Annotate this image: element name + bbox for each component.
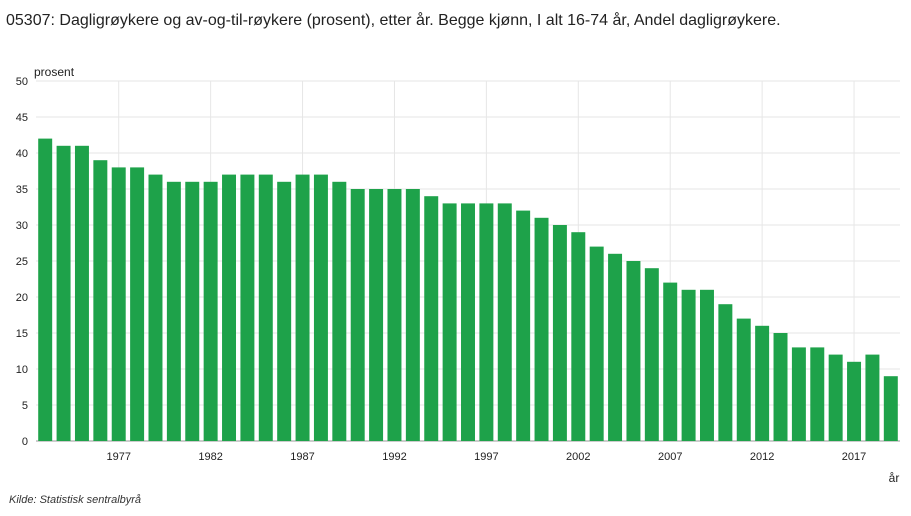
y-tick-label: 10: [16, 364, 28, 376]
x-axis-label: år: [889, 471, 900, 485]
y-tick-label: 25: [16, 256, 28, 268]
y-axis-label: prosent: [34, 65, 75, 79]
y-tick-label: 20: [16, 292, 28, 304]
bar-2011: [736, 318, 751, 441]
bar-2015: [810, 347, 825, 441]
y-tick-label: 5: [22, 400, 28, 412]
source-note: Kilde: Statistisk sentralbyrå: [9, 494, 142, 506]
y-tick-label: 35: [16, 184, 28, 196]
bar-2007: [663, 282, 678, 441]
y-axis: 0 5 10 15 20 25 30 35 40 45 50: [16, 76, 28, 448]
bar-2003: [589, 246, 604, 441]
x-tick-label: 1997: [474, 451, 498, 463]
bar-1975: [74, 145, 89, 442]
y-tick-label: 50: [16, 76, 28, 88]
bar-1978: [130, 167, 145, 441]
bar-1998: [497, 203, 512, 441]
y-tick-label: 45: [16, 112, 28, 124]
bar-1984: [240, 174, 255, 441]
bar-2014: [791, 347, 806, 441]
bar-2016: [828, 354, 843, 441]
bar-2018: [865, 354, 880, 441]
x-tick-label: 2012: [750, 451, 774, 463]
bar-1995: [442, 203, 457, 441]
y-tick-label: 40: [16, 148, 28, 160]
chart-title: 05307: Dagligrøykere og av-og-til-røyker…: [6, 12, 781, 29]
bar-1974: [56, 145, 71, 442]
x-tick-label: 1992: [382, 451, 406, 463]
x-tick-label: 1977: [106, 451, 130, 463]
y-tick-label: 15: [16, 328, 28, 340]
bar-2002: [571, 232, 586, 441]
y-tick-label: 30: [16, 220, 28, 232]
bar-1979: [148, 174, 163, 441]
bar-2005: [626, 261, 641, 441]
bar-1980: [166, 181, 181, 442]
bar-1976: [93, 160, 108, 441]
bar-1988: [313, 174, 328, 441]
bar-1987: [295, 174, 310, 441]
bar-1999: [516, 210, 531, 441]
bar-1973: [38, 138, 53, 441]
bar-1994: [424, 196, 439, 441]
bar-2006: [644, 268, 659, 441]
bar-1982: [203, 181, 218, 442]
bars: [38, 138, 898, 442]
bar-1990: [350, 189, 365, 441]
bar-2013: [773, 333, 788, 441]
bar-1989: [332, 181, 347, 442]
x-axis: 1977 1982 1987 1992 1997 2002 2007 2012 2017: [106, 451, 866, 463]
bar-1983: [222, 174, 237, 441]
bar-2001: [552, 225, 567, 441]
bar-1993: [405, 189, 420, 441]
y-tick-label: 0: [22, 436, 28, 448]
bar-2010: [718, 304, 733, 441]
bar-1981: [185, 181, 200, 442]
bar-1985: [258, 174, 273, 441]
x-tick-label: 2007: [658, 451, 682, 463]
bar-2017: [847, 361, 862, 441]
bar-1997: [479, 203, 494, 441]
bar-2008: [681, 289, 696, 441]
bar-1992: [387, 189, 402, 441]
bar-2009: [699, 289, 714, 441]
bar-2004: [608, 253, 623, 441]
bar-1986: [277, 181, 292, 442]
bar-1991: [369, 189, 384, 441]
x-tick-label: 2002: [566, 451, 590, 463]
bar-1977: [111, 167, 126, 441]
x-tick-label: 1982: [198, 451, 222, 463]
bar-2012: [755, 325, 770, 441]
x-tick-label: 2017: [842, 451, 866, 463]
x-tick-label: 1987: [290, 451, 314, 463]
bar-2000: [534, 217, 549, 441]
bar-2019: [883, 376, 898, 441]
bar-1996: [461, 203, 475, 441]
